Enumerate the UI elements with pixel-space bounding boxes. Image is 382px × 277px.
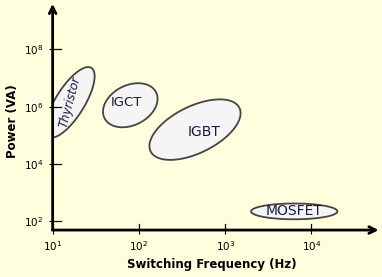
Text: IGCT: IGCT (110, 96, 142, 109)
Text: MOSFET: MOSFET (266, 204, 323, 218)
Text: Thyristor: Thyristor (57, 75, 83, 129)
Polygon shape (45, 67, 95, 138)
X-axis label: Switching Frequency (Hz): Switching Frequency (Hz) (128, 258, 297, 271)
Polygon shape (251, 204, 337, 219)
Y-axis label: Power (VA): Power (VA) (6, 84, 19, 158)
Text: IGBT: IGBT (187, 125, 220, 140)
Polygon shape (103, 83, 157, 127)
Polygon shape (149, 99, 241, 160)
